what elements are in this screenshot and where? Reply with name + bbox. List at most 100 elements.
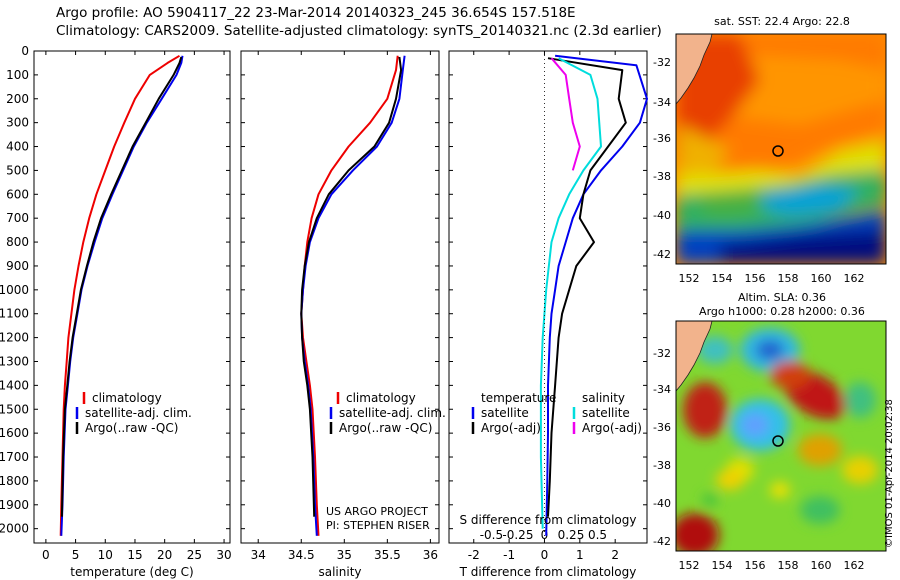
sst-xtick: 156	[745, 272, 766, 285]
x-tick-label: 30	[216, 548, 231, 562]
x-tick-label: 2	[611, 548, 619, 562]
legend-label-argo: Argo(..raw -QC)	[85, 421, 178, 435]
sst-ytick: -40	[653, 209, 671, 222]
difference-panel: -2 -1 0 1 2-0.5 -0.25 0 0.25 0.5 temperature sal…	[448, 50, 648, 579]
temperature-axes-frame	[33, 50, 231, 544]
depth-tick-label: 500	[6, 163, 29, 177]
sla-title-line-1: Altim. SLA: 0.36	[738, 291, 826, 304]
depth-tick-label: 1700	[0, 450, 29, 464]
series-line-climatology	[59, 54, 181, 536]
difference-legend: temperature salinity satellite Argo(-adj…	[471, 391, 642, 435]
sst-xtick: 152	[679, 272, 700, 285]
x-tick-label: -1	[503, 548, 515, 562]
sla-xtick: 152	[679, 559, 700, 572]
sla-ytick: -38	[653, 459, 671, 472]
depth-tick-label: 1900	[0, 498, 29, 512]
sst-xtick: 160	[811, 272, 832, 285]
project-annotation: US ARGO PROJECT	[326, 505, 428, 518]
depth-tick-label: 1100	[0, 307, 29, 321]
sla-xtick: 154	[712, 559, 733, 572]
pi-annotation: PI: STEPHEN RISER	[326, 519, 430, 532]
x-tick-label: 34	[251, 548, 266, 562]
sla-ytick: -42	[653, 535, 671, 548]
x-tick-label: 20	[157, 548, 172, 562]
x-tick-label: 1	[576, 548, 584, 562]
legend-label-climatology: climatology	[346, 391, 416, 405]
depth-tick-label: 200	[6, 92, 29, 106]
sst-ytick: -36	[653, 132, 671, 145]
t-difference-xlabel: T difference from climatology	[459, 565, 637, 579]
legend-label-climatology: climatology	[92, 391, 162, 405]
x-tick-label: 35	[337, 548, 352, 562]
series-line-s-argo-adj-	[550, 57, 581, 171]
legend-label-t-argo: Argo(-adj)	[481, 421, 541, 435]
sst-xtick: 162	[844, 272, 865, 285]
x-tick-label: 10	[98, 548, 113, 562]
temperature-panel: 0100200300400500600700800900100011001200…	[0, 44, 232, 579]
sla-ytick: -36	[653, 421, 671, 434]
x-tick-label: 5	[72, 548, 80, 562]
imos-credit: ©IMOS 01-Apr-2014 20:02:38	[884, 399, 895, 548]
salinity-xlabel: salinity	[318, 565, 361, 579]
sla-ytick: -34	[653, 383, 671, 396]
series-line-argo-raw-qc-	[300, 56, 403, 517]
depth-tick-label: 900	[6, 259, 29, 273]
argo-float-marker	[772, 435, 784, 447]
depth-tick-label: 300	[6, 116, 29, 130]
coastline-australia	[676, 321, 713, 392]
sst-map-frame	[675, 33, 887, 265]
coastline-australia	[676, 34, 713, 105]
sst-xtick: 154	[712, 272, 733, 285]
s-tick-label: 0.25	[558, 528, 585, 542]
x-tick-label: 34.5	[288, 548, 315, 562]
sst-xtick: 158	[778, 272, 799, 285]
x-tick-label: -2	[468, 548, 480, 562]
sst-map: sat. SST: 22.4 Argo: 22.8 -32 -34 -36 -3…	[653, 15, 887, 285]
sst-field	[676, 34, 886, 264]
x-tick-label: 35.5	[374, 548, 401, 562]
sla-field	[676, 321, 886, 551]
depth-tick-label: 700	[6, 211, 29, 225]
sst-ytick: -42	[653, 248, 671, 261]
sla-xtick: 156	[745, 559, 766, 572]
sst-ytick: -38	[653, 170, 671, 183]
depth-tick-label: 100	[6, 68, 29, 82]
s-tick-label: -0.5	[480, 528, 503, 542]
depth-tick-label: 1300	[0, 354, 29, 368]
sst-map-title: sat. SST: 22.4 Argo: 22.8	[714, 15, 850, 28]
legend-title-temperature: temperature	[481, 391, 556, 405]
depth-tick-label: 1400	[0, 378, 29, 392]
depth-tick-label: 1500	[0, 402, 29, 416]
x-tick-label: 36	[423, 548, 438, 562]
legend-label-s-argo: Argo(-adj)	[582, 421, 642, 435]
temperature-xlabel: temperature (deg C)	[70, 565, 193, 579]
series-line-t-satellite	[545, 54, 648, 536]
sla-ytick: -32	[653, 347, 671, 360]
legend-label-t-satellite: satellite	[481, 406, 529, 420]
depth-tick-label: 2000	[0, 522, 29, 536]
series-line-t-argo-adj-	[547, 57, 627, 517]
x-tick-label: 15	[127, 548, 142, 562]
salinity-axes-frame	[240, 50, 440, 544]
depth-tick-label: 1600	[0, 426, 29, 440]
x-tick-label: 25	[187, 548, 202, 562]
difference-plot: -2 -1 0 1 2-0.5 -0.25 0 0.25 0.5	[449, 50, 648, 562]
depth-tick-label: 1200	[0, 331, 29, 345]
sla-xtick: 158	[778, 559, 799, 572]
temperature-legend: climatology satellite-adj. clim. Argo(..…	[75, 391, 192, 435]
depth-tick-label: 600	[6, 187, 29, 201]
temperature-plot: 0100200300400500600700800900100011001200…	[0, 44, 232, 562]
x-tick-label: 0	[42, 548, 50, 562]
sst-ytick: -34	[653, 96, 671, 109]
depth-tick-label: 1000	[0, 283, 29, 297]
s-tick-label: 0.5	[588, 528, 607, 542]
salinity-plot: 34 34.5 35 35.5 36	[241, 50, 439, 562]
sla-map-frame	[675, 320, 887, 552]
sla-ytick: -40	[653, 497, 671, 510]
s-difference-label: S difference from climatology	[460, 513, 637, 527]
depth-tick-label: 1800	[0, 474, 29, 488]
title-line-1: Argo profile: AO 5904117_22 23-Mar-2014 …	[56, 5, 576, 21]
depth-tick-label: 800	[6, 235, 29, 249]
sla-xtick: 162	[844, 559, 865, 572]
